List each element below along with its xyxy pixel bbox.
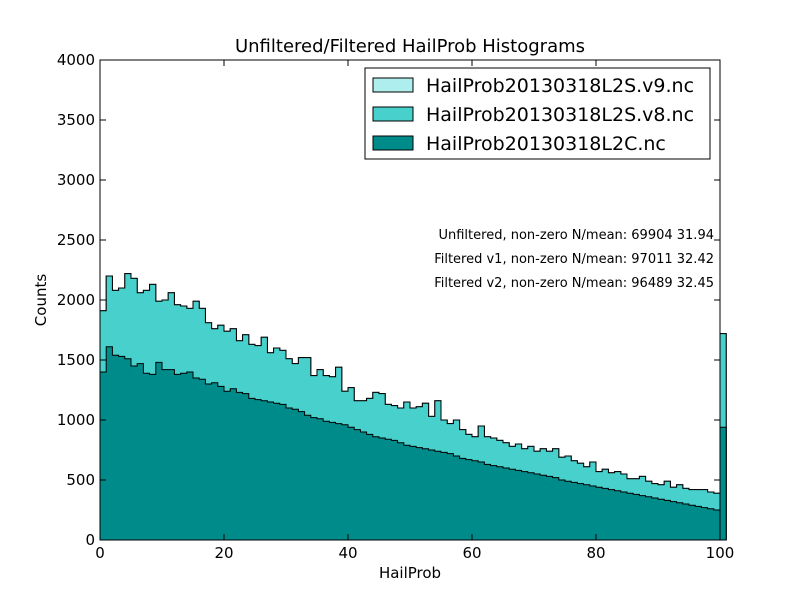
legend: HailProb20130318L2S.v9.nc HailProb2013031… (364, 67, 711, 160)
y-tick-label: 1000 (57, 411, 95, 429)
x-axis-label: HailProb (379, 564, 441, 582)
axes-layer: 0 20 40 60 80 1000500100015002000250030003500… (57, 51, 735, 562)
legend-box (364, 67, 711, 160)
y-tick-label: 3500 (57, 111, 95, 129)
chart-title: Unfiltered/Filtered HailProb Histograms (235, 36, 585, 57)
legend-label-2: HailProb20130318L2S.v8.nc (426, 104, 694, 126)
legend-swatch-3 (372, 135, 414, 151)
y-tick-label: 4000 (57, 51, 95, 69)
y-tick-label: 2500 (57, 231, 95, 249)
annotation-2: Filtered v1, non-zero N/mean: 97011 32.4… (434, 252, 714, 267)
y-tick-label: 500 (66, 471, 95, 489)
y-tick-label: 2000 (57, 291, 95, 309)
y-axis-label: Counts (32, 274, 50, 327)
legend-label-3: HailProb20130318L2C.nc (426, 133, 666, 155)
y-tick-label: 1500 (57, 351, 95, 369)
series-3-histogram (99, 346, 727, 541)
y-tick-label: 0 (85, 531, 95, 549)
y-tick-label: 3000 (57, 171, 95, 189)
annotation-1: Unfiltered, non-zero N/mean: 69904 31.94 (438, 228, 714, 243)
annotation-layer: Unfiltered, non-zero N/mean: 69904 31.94… (434, 228, 714, 291)
x-tick-label: 60 (462, 544, 481, 562)
x-tick-label: 100 (706, 544, 735, 562)
x-tick-label: 40 (338, 544, 357, 562)
legend-swatch-2 (372, 106, 414, 122)
x-tick-label: 20 (214, 544, 233, 562)
x-tick-label: 80 (586, 544, 605, 562)
series-layer (99, 273, 727, 541)
legend-label-1: HailProb20130318L2S.v9.nc (426, 75, 694, 97)
legend-swatch-1 (372, 77, 414, 93)
x-tick-label: 0 (95, 544, 105, 562)
annotation-3: Filtered v2, non-zero N/mean: 96489 32.4… (434, 276, 714, 291)
